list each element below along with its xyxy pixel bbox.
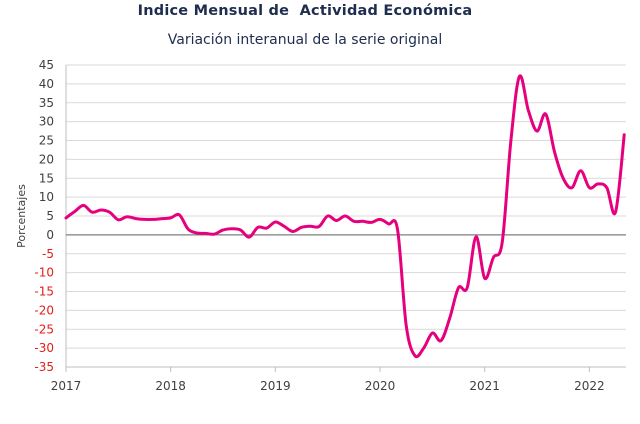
y-tick-label: 25 (39, 134, 54, 148)
y-tick-label: -20 (34, 303, 54, 317)
x-tick-label: 2021 (469, 379, 500, 393)
y-tick-label: 35 (39, 96, 54, 110)
x-tick-label: 2020 (365, 379, 396, 393)
y-tick-label: 45 (39, 58, 54, 72)
chart-subtitle: Variación interanual de la serie origina… (167, 32, 443, 48)
y-axis-label: Porcentajes (15, 184, 28, 248)
y-tick-label: 0 (46, 228, 54, 242)
y-tick-labels: 45 40 35 30 25 20 15 10 5 0 -5 -10 -15 -20 -25 -30 -35 (34, 58, 54, 374)
x-tick-label: 2019 (260, 379, 291, 393)
x-tick-labels: 2017 2018 2019 2020 2021 2022 (51, 379, 605, 393)
y-tick-label: 40 (39, 77, 54, 91)
series-line (64, 74, 626, 359)
y-tick-label: -25 (34, 322, 54, 336)
y-tick-label: 10 (39, 190, 54, 204)
series-layer (64, 74, 626, 359)
y-tick-label: 5 (46, 209, 54, 223)
y-tick-label: 20 (39, 152, 54, 166)
y-tick-label: -35 (34, 360, 54, 374)
x-tick-label: 2017 (51, 379, 82, 393)
y-tick-label: -30 (34, 341, 54, 355)
y-tick-label: -10 (34, 266, 54, 280)
y-tick-label: 15 (39, 171, 54, 185)
y-tick-label: 30 (39, 115, 54, 129)
y-tick-label: -5 (42, 247, 54, 261)
x-tick-label: 2022 (574, 379, 605, 393)
chart-title: Indice Mensual de Actividad Económica (137, 3, 473, 19)
x-tick-label: 2018 (155, 379, 186, 393)
y-tick-label: -15 (34, 285, 54, 299)
